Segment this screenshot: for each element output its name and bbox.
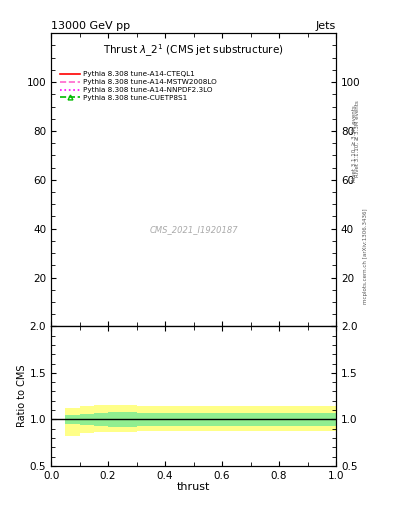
Legend: Pythia 8.308 tune-A14-CTEQL1, Pythia 8.308 tune-A14-MSTW2008LO, Pythia 8.308 tun: Pythia 8.308 tune-A14-CTEQL1, Pythia 8.3… bbox=[57, 69, 219, 104]
Text: Rivet 3.1.10, ≥ 3.3M events: Rivet 3.1.10, ≥ 3.3M events bbox=[352, 105, 357, 182]
Text: Rivet 3.1.10, ≥ 3.3M events: Rivet 3.1.10, ≥ 3.3M events bbox=[354, 100, 359, 177]
Text: CMS_2021_I1920187: CMS_2021_I1920187 bbox=[149, 225, 238, 234]
Text: Jets: Jets bbox=[316, 20, 336, 31]
Text: Thrust $\lambda\_2^1$ (CMS jet substructure): Thrust $\lambda\_2^1$ (CMS jet substruct… bbox=[103, 42, 284, 59]
Text: 13000 GeV pp: 13000 GeV pp bbox=[51, 20, 130, 31]
Y-axis label: Ratio to CMS: Ratio to CMS bbox=[17, 365, 27, 428]
Text: mcplots.cern.ch [arXiv:1306.3436]: mcplots.cern.ch [arXiv:1306.3436] bbox=[363, 208, 368, 304]
X-axis label: thrust: thrust bbox=[177, 482, 210, 492]
